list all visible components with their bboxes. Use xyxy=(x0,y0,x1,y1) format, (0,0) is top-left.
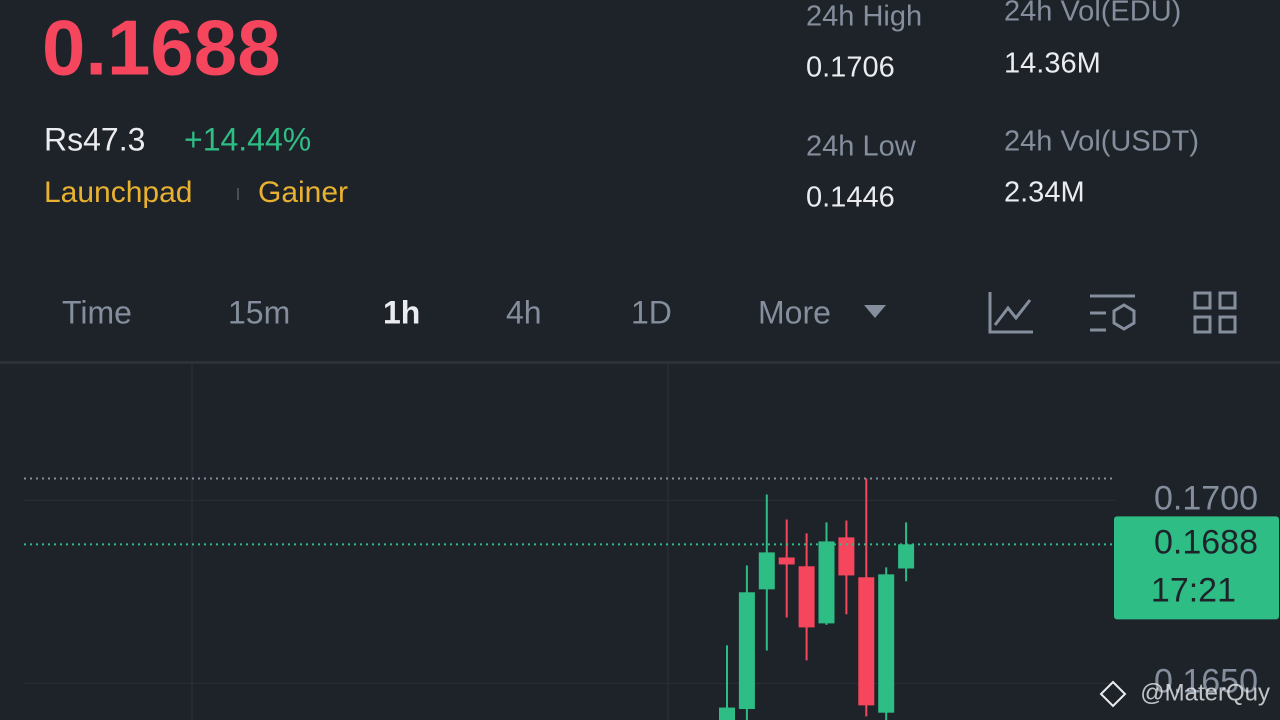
tab[interactable]: 15m xyxy=(228,294,290,330)
stat-value: 0.1446 xyxy=(806,182,895,214)
stat-value: 2.34M xyxy=(1004,177,1085,209)
tab[interactable]: More xyxy=(758,294,831,330)
last-price: 0.1688 xyxy=(42,4,281,92)
tab[interactable]: Time xyxy=(62,294,132,330)
stat-label: 24h Vol(EDU) xyxy=(1004,0,1181,28)
candle-body xyxy=(818,541,835,624)
stat-label: 24h High xyxy=(806,1,922,33)
countdown: 17:21 xyxy=(1151,571,1236,609)
candle-body xyxy=(798,566,815,628)
watermark: @MaterQuy xyxy=(1140,679,1270,706)
tag[interactable]: Gainer xyxy=(258,176,348,209)
candle-body xyxy=(858,577,875,706)
layout-icon[interactable] xyxy=(1193,291,1237,334)
fiat-price: Rs47.3 xyxy=(44,121,145,157)
tab[interactable]: 4h xyxy=(506,294,542,330)
separator xyxy=(237,188,239,200)
y-tick-label: 0.1650 xyxy=(1154,662,1258,700)
candle-body xyxy=(778,557,795,565)
candle-body xyxy=(719,707,735,720)
last-price-label: 0.1688 xyxy=(1154,523,1258,561)
last-price-tag xyxy=(1114,516,1279,620)
divider xyxy=(0,361,1280,364)
candle-body xyxy=(738,592,755,710)
candle-body xyxy=(838,537,855,576)
indicator-icon[interactable] xyxy=(988,292,1033,334)
stat-value: 0.1706 xyxy=(806,52,895,84)
watermark-logo xyxy=(1099,680,1127,708)
candle-body xyxy=(758,552,775,590)
dropdown-arrow xyxy=(864,305,886,318)
tab[interactable]: 1D xyxy=(631,294,672,330)
stat-label: 24h Low xyxy=(806,131,917,163)
candle-body xyxy=(878,574,895,713)
change: +14.44% xyxy=(184,121,311,157)
plot: 0.1700 0.1650 0.1688 17:21 xyxy=(24,477,1279,720)
y-tick-label: 0.1700 xyxy=(1154,479,1258,517)
tag[interactable]: Launchpad xyxy=(44,176,192,209)
stat-value: 14.36M xyxy=(1004,48,1101,80)
stat-label: 24h Vol(USDT) xyxy=(1004,126,1199,158)
candle-body xyxy=(898,544,915,569)
tab-active[interactable]: 1h xyxy=(383,294,420,330)
settings-icon[interactable] xyxy=(1090,294,1136,332)
